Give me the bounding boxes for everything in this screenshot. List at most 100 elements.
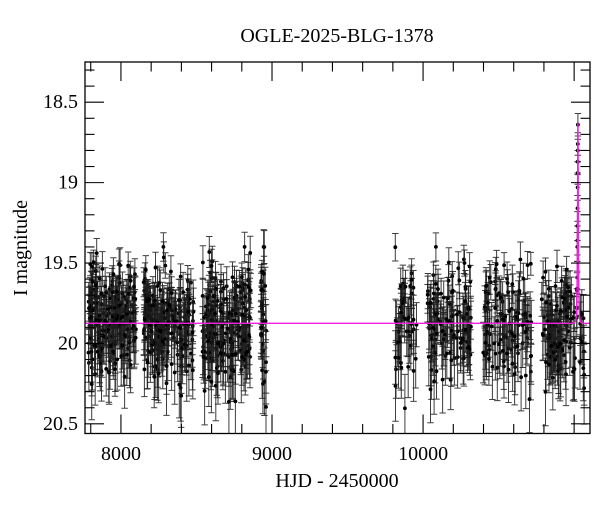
- data-point: [578, 360, 582, 364]
- data-point: [572, 310, 577, 315]
- data-point: [230, 275, 235, 280]
- data-point: [541, 333, 545, 337]
- data-point: [553, 357, 557, 362]
- data-point: [495, 365, 500, 370]
- data-point: [512, 372, 517, 376]
- data-point: [523, 373, 528, 378]
- data-point: [240, 312, 245, 317]
- data-point: [206, 375, 211, 379]
- data-point: [201, 355, 206, 360]
- data-point: [482, 353, 487, 358]
- data-point: [225, 326, 230, 331]
- data-point: [408, 343, 413, 348]
- data-point: [543, 269, 548, 274]
- data-point: [581, 366, 586, 370]
- data-point: [163, 263, 168, 268]
- data-point: [178, 274, 183, 279]
- data-point: [494, 262, 499, 267]
- data-point: [200, 294, 205, 298]
- data-point: [462, 257, 466, 262]
- data-point: [148, 323, 152, 328]
- data-point: [571, 369, 575, 374]
- data-point: [181, 290, 186, 294]
- data-point: [92, 343, 97, 348]
- data-point: [161, 310, 166, 315]
- data-point: [131, 296, 136, 300]
- data-point: [562, 338, 566, 343]
- model-curve: [85, 122, 590, 325]
- data-point: [87, 306, 92, 310]
- data-point: [164, 364, 169, 368]
- data-point: [434, 369, 439, 374]
- axis-ticks: [85, 62, 590, 434]
- data-point: [555, 304, 559, 308]
- data-point: [114, 317, 119, 321]
- data-point: [539, 297, 544, 302]
- data-point: [525, 263, 530, 267]
- data-point: [563, 360, 568, 364]
- data-point: [441, 329, 445, 333]
- data-point: [571, 366, 576, 371]
- data-point: [161, 255, 166, 260]
- data-point: [394, 367, 398, 372]
- data-point: [528, 354, 533, 359]
- data-point: [152, 374, 157, 379]
- data-point: [463, 299, 467, 304]
- data-point: [555, 264, 559, 269]
- data-point: [498, 296, 503, 300]
- x-tick-label: 10000: [398, 443, 448, 465]
- data-point: [153, 298, 157, 303]
- data-point: [182, 342, 187, 347]
- data-point: [201, 260, 205, 265]
- data-point: [409, 277, 414, 282]
- data-point: [502, 318, 506, 322]
- data-point: [413, 356, 418, 361]
- data-point: [450, 288, 455, 293]
- data-point: [439, 291, 443, 296]
- data-point: [169, 331, 174, 336]
- data-point: [240, 355, 244, 359]
- data-point: [468, 280, 473, 284]
- data-point: [89, 382, 94, 386]
- data-point: [458, 341, 463, 345]
- data-point: [440, 377, 445, 382]
- data-point: [245, 349, 250, 354]
- data-point: [239, 367, 244, 372]
- data-point: [126, 292, 131, 296]
- data-point: [467, 264, 472, 269]
- data-point: [233, 399, 238, 404]
- data-point: [507, 309, 512, 314]
- data-point: [177, 382, 182, 387]
- data-point: [515, 344, 520, 349]
- data-point: [145, 360, 150, 365]
- data-point: [113, 367, 117, 371]
- data-point: [233, 352, 238, 357]
- data-point: [169, 291, 174, 295]
- data-point: [544, 360, 548, 365]
- data-point: [246, 267, 251, 272]
- data-point: [428, 301, 432, 305]
- data-point: [155, 284, 160, 288]
- data-point: [484, 284, 488, 288]
- data-point: [485, 300, 490, 305]
- data-point: [492, 341, 496, 346]
- data-point: [111, 272, 116, 277]
- data-point: [519, 375, 523, 380]
- data-point: [449, 358, 454, 363]
- data-point: [393, 245, 398, 250]
- x-tick-label: 9000: [252, 443, 292, 465]
- data-point: [93, 283, 98, 288]
- data-point: [505, 281, 510, 285]
- data-point: [457, 278, 462, 283]
- data-point: [399, 310, 403, 315]
- data-point: [218, 351, 223, 356]
- data-point: [500, 349, 505, 353]
- data-point: [94, 251, 99, 256]
- data-point: [568, 289, 572, 294]
- data-point: [444, 317, 449, 321]
- data-point: [97, 354, 102, 359]
- data-point: [259, 288, 264, 292]
- data-point: [104, 290, 109, 295]
- data-point: [216, 371, 220, 376]
